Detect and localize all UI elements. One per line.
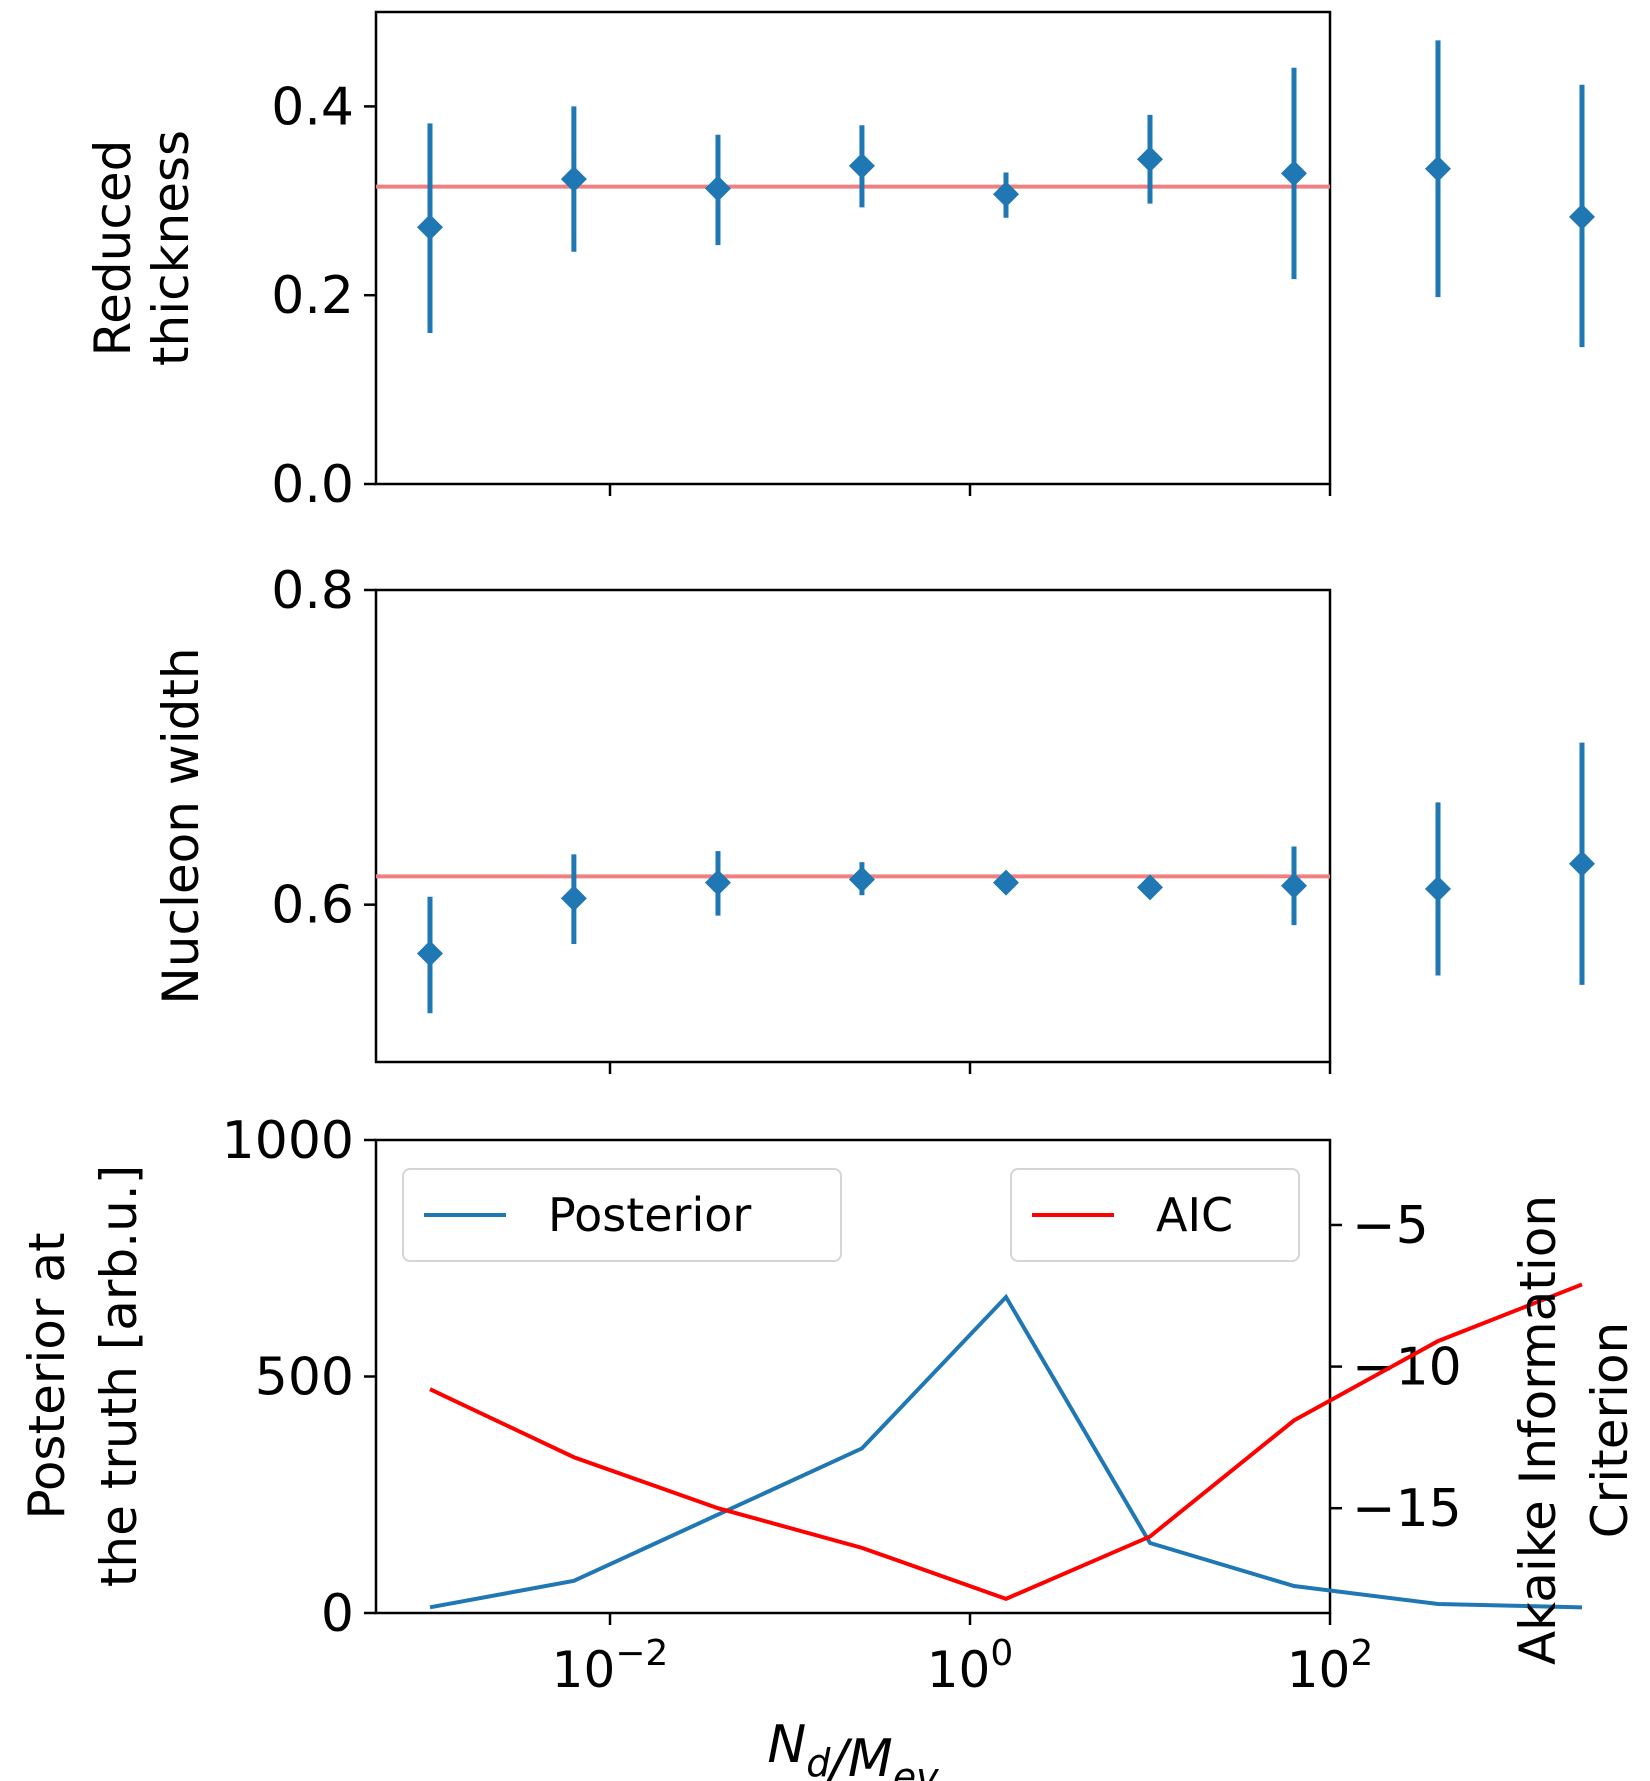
y-tick-label: 500 [255, 1348, 354, 1408]
legend-aic: AIC [1010, 1168, 1300, 1262]
panel1-ylabel-line2: thickness [142, 130, 200, 366]
y-tick-label: 0 [321, 1584, 354, 1644]
y-tick-label: 0.6 [271, 876, 354, 936]
data-point-marker [560, 166, 587, 193]
x-tick-label: 10−2 [552, 1633, 669, 1699]
data-point-marker [704, 869, 731, 896]
y-tick-label: 1000 [222, 1111, 354, 1171]
x-tick-exponent: 2 [1350, 1633, 1373, 1674]
data-point-marker [560, 885, 587, 912]
data-point-marker [1424, 875, 1451, 902]
y-tick-label: −10 [1352, 1338, 1462, 1398]
xlabel-subscript: d [806, 1741, 831, 1781]
x-tick-exponent: −2 [615, 1633, 668, 1674]
data-point-marker [417, 940, 443, 967]
panel1-frame [374, 10, 1332, 486]
legend-posterior-swatch [424, 1213, 506, 1217]
y-tick-label: −15 [1352, 1479, 1462, 1539]
panel2-y-ticks: 0.6 0.8 [271, 561, 376, 936]
legend-aic-label: AIC [1156, 1188, 1234, 1242]
data-point-marker [848, 866, 875, 893]
data-point-marker [704, 175, 731, 202]
panel3-x-ticks: 10−2 100 102 [552, 1613, 1374, 1699]
panel3-left-y-ticks: 0 500 1000 [222, 1111, 376, 1644]
data-point-marker [1137, 874, 1163, 901]
y-tick-label: −5 [1352, 1196, 1429, 1256]
data-point-marker [993, 869, 1020, 896]
data-point-marker [417, 214, 443, 241]
panel1-ylabel-line1: Reduced [84, 140, 142, 357]
data-point-marker [1281, 872, 1308, 899]
panel1-y-ticks: 0.0 0.2 0.4 [271, 77, 376, 515]
data-point-marker [848, 152, 875, 179]
data-point-marker [1137, 146, 1163, 173]
panel3-ylabel-right-line1: Akaike Information [1509, 1195, 1567, 1665]
panel1-data-points [417, 40, 1596, 348]
y-tick-label: 0.8 [271, 561, 354, 621]
x-tick-exponent: 0 [990, 1633, 1013, 1674]
data-point-marker [1569, 203, 1596, 230]
legend-posterior-label: Posterior [548, 1188, 752, 1242]
panel2-data-points [417, 742, 1596, 1014]
x-tick-label: 100 [927, 1633, 1014, 1699]
panel-nucleon-width: 0.6 0.8 Nucleon width [152, 561, 1596, 1074]
legend-aic-swatch [1032, 1213, 1114, 1217]
data-point-marker [1281, 160, 1308, 187]
panel3-ylabel-right-line2: Criterion [1581, 1322, 1639, 1538]
data-point-marker [993, 181, 1020, 208]
panel2-x-ticks [608, 1062, 1332, 1074]
y-tick-label: 0.2 [271, 266, 354, 326]
legend-posterior: Posterior [402, 1168, 842, 1262]
aic-series-line [429, 1282, 1583, 1601]
panel2-ylabel: Nucleon width [152, 647, 210, 1004]
xlabel-base: /M [826, 1729, 892, 1781]
panel-posterior-aic: 0 500 1000 −15 −10 −5 10−2 100 102 Posterior a… [18, 1111, 1639, 1781]
xlabel-subscript: ev [893, 1755, 939, 1781]
y-tick-label: 0.4 [271, 77, 354, 137]
x-axis-label: Nd/Mev [767, 1715, 939, 1781]
panel3-right-y-ticks: −15 −10 −5 [1330, 1196, 1462, 1539]
panel-reduced-thickness: 0.0 0.2 0.4 Reduced thickness [84, 10, 1596, 515]
xlabel-base: N [767, 1715, 806, 1775]
data-point-marker [1424, 155, 1451, 182]
y-tick-label: 0.0 [271, 455, 354, 515]
x-tick-label: 102 [1287, 1633, 1374, 1699]
data-point-marker [1569, 850, 1596, 877]
panel1-x-ticks [608, 484, 1332, 496]
panel2-frame [374, 588, 1332, 1064]
panel3-ylabel-left-line1: Posterior at [18, 1232, 76, 1519]
panel3-ylabel-left-line2: the truth [arb.u.] [90, 1165, 148, 1587]
posterior-series-line [429, 1293, 1583, 1610]
